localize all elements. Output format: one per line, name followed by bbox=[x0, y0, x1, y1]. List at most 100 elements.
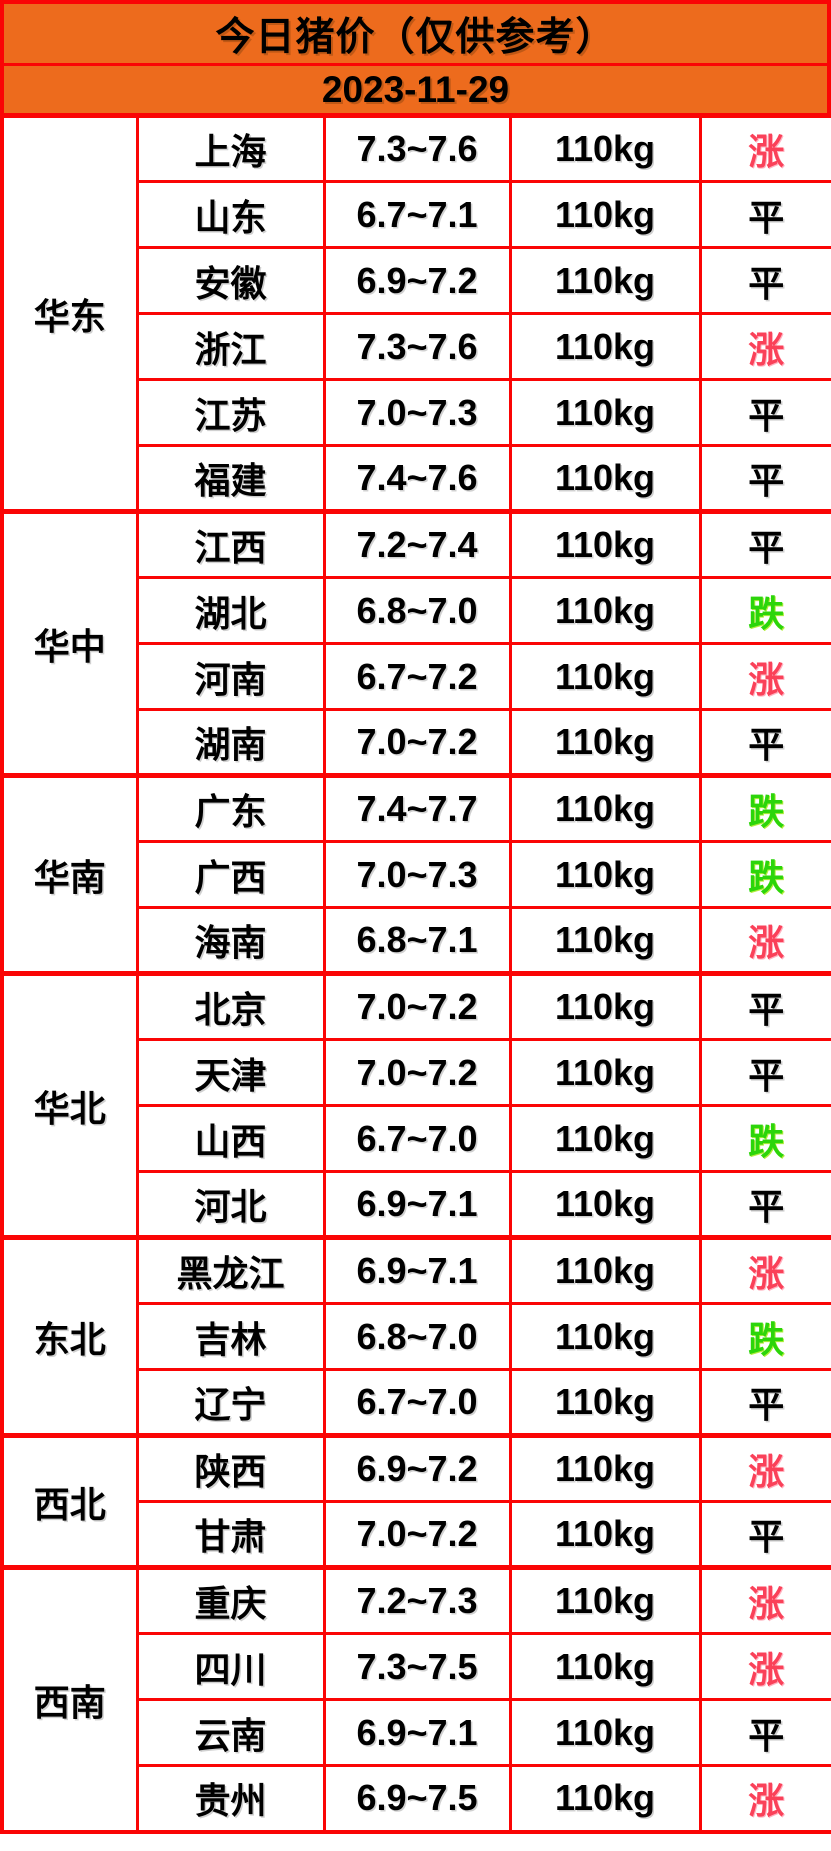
weight-cell: 110kg bbox=[508, 1764, 702, 1833]
price-cell: 7.3~7.6 bbox=[322, 113, 512, 183]
province-cell: 上海 bbox=[135, 113, 326, 183]
region-group: 东北 黑龙江 6.9~7.1 110kg 涨吉林 6.8~7.0 110kg 跌辽宁 6.7~7… bbox=[0, 1235, 831, 1437]
region-cell: 华东 bbox=[0, 113, 139, 513]
table-row: 海南 6.8~7.1 110kg 涨 bbox=[2, 906, 831, 975]
province-cell: 江西 bbox=[135, 509, 326, 579]
weight-cell: 110kg bbox=[508, 642, 702, 711]
trend-cell: 跌 bbox=[698, 840, 831, 909]
price-table: 华东 上海 7.3~7.6 110kg 涨山东 6.7~7.1 110kg 平安徽 6.9~7.… bbox=[0, 113, 831, 1834]
price-cell: 6.8~7.0 bbox=[322, 1302, 512, 1371]
trend-cell: 涨 bbox=[698, 1433, 831, 1503]
trend-cell: 涨 bbox=[698, 1235, 831, 1305]
table-row: 湖北 6.8~7.0 110kg 跌 bbox=[2, 576, 831, 645]
table-row: 山东 6.7~7.1 110kg 平 bbox=[2, 180, 831, 249]
weight-cell: 110kg bbox=[508, 1038, 702, 1107]
table-row: 西北 陕西 6.9~7.2 110kg 涨 bbox=[0, 1433, 831, 1569]
province-cell: 陕西 bbox=[135, 1433, 326, 1503]
price-cell: 6.9~7.1 bbox=[322, 1698, 512, 1767]
trend-cell: 平 bbox=[698, 180, 831, 249]
weight-cell: 110kg bbox=[508, 1302, 702, 1371]
weight-cell: 110kg bbox=[508, 1170, 702, 1239]
province-cell: 湖南 bbox=[135, 708, 326, 777]
province-cell: 山东 bbox=[135, 180, 326, 249]
price-cell: 6.7~7.0 bbox=[322, 1368, 512, 1437]
province-cell: 北京 bbox=[135, 971, 326, 1041]
price-cell: 7.2~7.3 bbox=[322, 1565, 512, 1635]
trend-cell: 涨 bbox=[698, 1565, 831, 1635]
date-bar: 2023-11-29 bbox=[0, 66, 831, 113]
province-cell: 河南 bbox=[135, 642, 326, 711]
table-row: 福建 7.4~7.6 110kg 平 bbox=[2, 444, 831, 513]
trend-cell: 平 bbox=[698, 708, 831, 777]
price-cell: 7.3~7.5 bbox=[322, 1632, 512, 1701]
trend-cell: 跌 bbox=[698, 576, 831, 645]
province-cell: 海南 bbox=[135, 906, 326, 975]
weight-cell: 110kg bbox=[508, 1433, 702, 1503]
trend-cell: 跌 bbox=[698, 773, 831, 843]
trend-cell: 跌 bbox=[698, 1104, 831, 1173]
region-cell: 华北 bbox=[0, 971, 139, 1239]
table-row: 广西 7.0~7.3 110kg 跌 bbox=[2, 840, 831, 909]
table-row: 山西 6.7~7.0 110kg 跌 bbox=[2, 1104, 831, 1173]
price-cell: 7.0~7.2 bbox=[322, 1038, 512, 1107]
weight-cell: 110kg bbox=[508, 378, 702, 447]
weight-cell: 110kg bbox=[508, 1235, 702, 1305]
region-group: 西南 重庆 7.2~7.3 110kg 涨四川 7.3~7.5 110kg 涨云南 6.9~7.… bbox=[0, 1565, 831, 1833]
price-cell: 6.7~7.0 bbox=[322, 1104, 512, 1173]
region-group: 华中 江西 7.2~7.4 110kg 平湖北 6.8~7.0 110kg 跌河南 6.7~7.… bbox=[0, 509, 831, 777]
weight-cell: 110kg bbox=[508, 1368, 702, 1437]
weight-cell: 110kg bbox=[508, 113, 702, 183]
province-cell: 安徽 bbox=[135, 246, 326, 315]
weight-cell: 110kg bbox=[508, 180, 702, 249]
region-group: 华北 北京 7.0~7.2 110kg 平天津 7.0~7.2 110kg 平山西 6.7~7.… bbox=[0, 971, 831, 1239]
date-label: 2023-11-29 bbox=[321, 68, 510, 110]
price-cell: 7.0~7.2 bbox=[322, 708, 512, 777]
province-cell: 四川 bbox=[135, 1632, 326, 1701]
title-bar: 今日猪价（仅供参考） bbox=[0, 0, 831, 66]
table-row: 辽宁 6.7~7.0 110kg 平 bbox=[2, 1368, 831, 1437]
region-group: 华南 广东 7.4~7.7 110kg 跌广西 7.0~7.3 110kg 跌海南 6.8~7.… bbox=[0, 773, 831, 975]
price-cell: 6.8~7.1 bbox=[322, 906, 512, 975]
province-cell: 山西 bbox=[135, 1104, 326, 1173]
price-cell: 7.0~7.2 bbox=[322, 1500, 512, 1569]
price-cell: 7.0~7.2 bbox=[322, 971, 512, 1041]
price-cell: 6.9~7.5 bbox=[322, 1764, 512, 1833]
table-row: 华中 江西 7.2~7.4 110kg 平 bbox=[0, 509, 831, 777]
province-cell: 甘肃 bbox=[135, 1500, 326, 1569]
table-row: 吉林 6.8~7.0 110kg 跌 bbox=[2, 1302, 831, 1371]
trend-cell: 平 bbox=[698, 971, 831, 1041]
table-row: 云南 6.9~7.1 110kg 平 bbox=[2, 1698, 831, 1767]
price-cell: 6.9~7.1 bbox=[322, 1235, 512, 1305]
region-group: 西北 陕西 6.9~7.2 110kg 涨甘肃 7.0~7.2 110kg 平 bbox=[0, 1433, 831, 1569]
weight-cell: 110kg bbox=[508, 509, 702, 579]
trend-cell: 平 bbox=[698, 1698, 831, 1767]
weight-cell: 110kg bbox=[508, 444, 702, 513]
trend-cell: 跌 bbox=[698, 1302, 831, 1371]
trend-cell: 平 bbox=[698, 1368, 831, 1437]
province-cell: 湖北 bbox=[135, 576, 326, 645]
province-cell: 辽宁 bbox=[135, 1368, 326, 1437]
weight-cell: 110kg bbox=[508, 1565, 702, 1635]
weight-cell: 110kg bbox=[508, 906, 702, 975]
province-cell: 广西 bbox=[135, 840, 326, 909]
trend-cell: 平 bbox=[698, 1170, 831, 1239]
table-row: 河北 6.9~7.1 110kg 平 bbox=[2, 1170, 831, 1239]
weight-cell: 110kg bbox=[508, 576, 702, 645]
price-cell: 6.7~7.2 bbox=[322, 642, 512, 711]
region-group: 华东 上海 7.3~7.6 110kg 涨山东 6.7~7.1 110kg 平安徽 6.9~7.… bbox=[0, 113, 831, 513]
table-row: 东北 黑龙江 6.9~7.1 110kg 涨 bbox=[0, 1235, 831, 1437]
table-row: 贵州 6.9~7.5 110kg 涨 bbox=[2, 1764, 831, 1833]
price-cell: 7.2~7.4 bbox=[322, 509, 512, 579]
province-cell: 河北 bbox=[135, 1170, 326, 1239]
region-cell: 东北 bbox=[0, 1235, 139, 1437]
province-cell: 福建 bbox=[135, 444, 326, 513]
trend-cell: 涨 bbox=[698, 1764, 831, 1833]
trend-cell: 涨 bbox=[698, 642, 831, 711]
weight-cell: 110kg bbox=[508, 246, 702, 315]
trend-cell: 平 bbox=[698, 246, 831, 315]
province-cell: 黑龙江 bbox=[135, 1235, 326, 1305]
price-cell: 7.4~7.7 bbox=[322, 773, 512, 843]
province-cell: 江苏 bbox=[135, 378, 326, 447]
weight-cell: 110kg bbox=[508, 1698, 702, 1767]
